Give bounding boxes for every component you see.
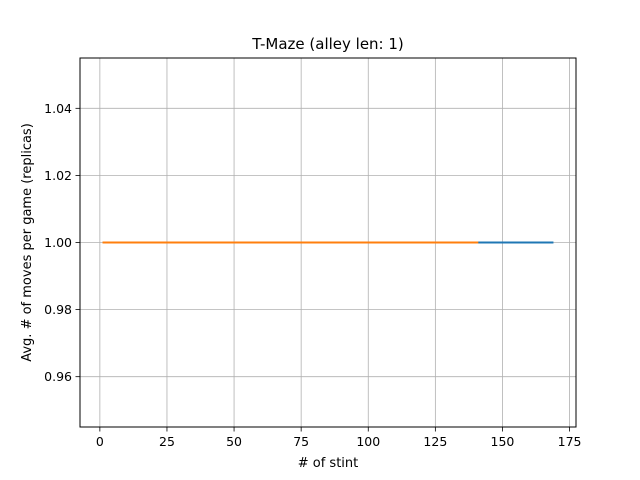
y-tick-label: 1.04 xyxy=(44,101,72,116)
x-tick-label: 175 xyxy=(558,434,582,449)
x-tick-label: 125 xyxy=(423,434,447,449)
chart-title: T-Maze (alley len: 1) xyxy=(251,35,404,53)
x-tick-label: 75 xyxy=(293,434,309,449)
y-tick-label: 1.02 xyxy=(44,168,72,183)
x-tick-label: 150 xyxy=(491,434,515,449)
x-ticks: 0 25 50 75 100 125 150 175 xyxy=(96,427,582,449)
x-tick-label: 100 xyxy=(356,434,380,449)
x-tick-label: 0 xyxy=(96,434,104,449)
y-tick-label: 1.00 xyxy=(44,235,72,250)
x-tick-label: 50 xyxy=(226,434,242,449)
y-tick-label: 0.96 xyxy=(44,369,72,384)
x-axis-label: # of stint xyxy=(298,456,359,471)
y-tick-label: 0.98 xyxy=(44,302,72,317)
x-tick-label: 25 xyxy=(159,434,175,449)
y-ticks: 0.96 0.98 1.00 1.02 1.04 xyxy=(44,101,80,384)
y-axis-label: Avg. # of moves per game (replicas) xyxy=(20,123,35,362)
